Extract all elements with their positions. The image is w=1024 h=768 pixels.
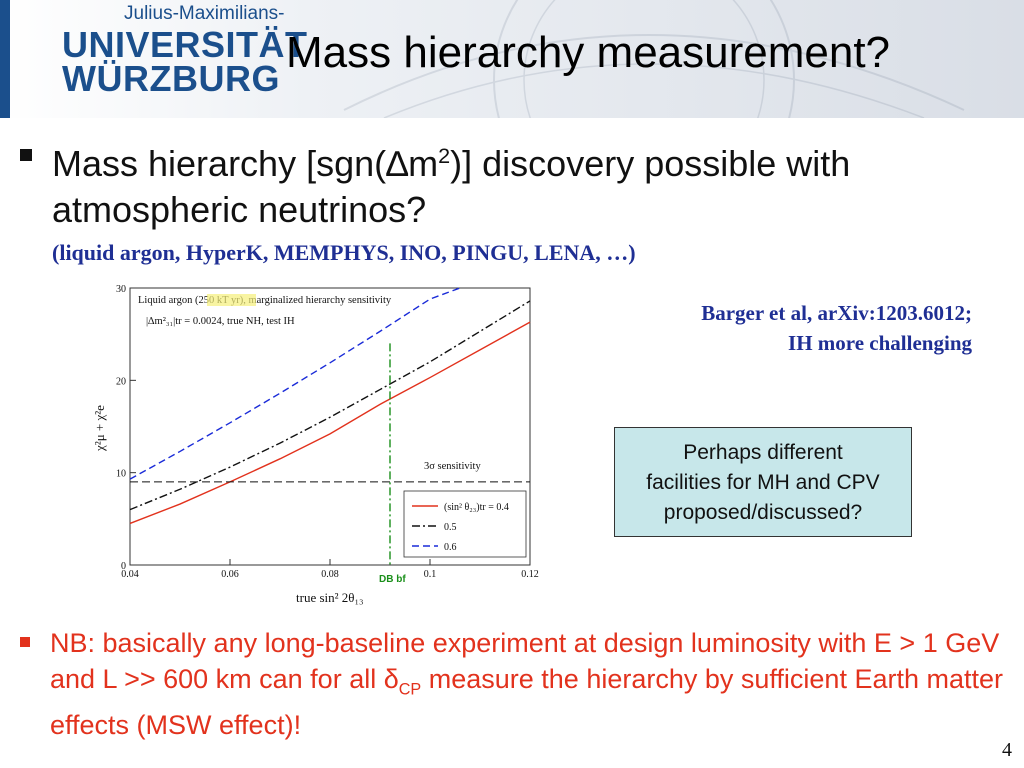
chart-overlays: DB bf	[130, 343, 530, 585]
series-line-1	[129, 300, 531, 511]
x-tick-label: 0.1	[424, 569, 437, 580]
callout-line3: proposed/discussed?	[663, 501, 863, 524]
logo-city: WÜRZBURG	[62, 58, 280, 99]
annotation-line1: Liquid argon (250 kT yr), marginalized h…	[138, 295, 392, 306]
series-line-0	[129, 321, 531, 525]
bullet-marker	[20, 149, 32, 161]
threshold-label: 3σ sensitivity	[424, 461, 481, 472]
y-tick-label: 30	[116, 284, 126, 295]
slide-title: Mass hierarchy measurement?	[286, 28, 891, 77]
sensitivity-chart: 0.04 0.06 0.08 0.1 0.12 0 10 20 30 DB bf Liquid …	[92, 284, 539, 605]
series-line-2	[129, 287, 461, 480]
delta-cp-symbol: δ	[383, 664, 399, 694]
bullet-text: Mass hierarchy [sgn(∆m2)] discovery poss…	[52, 143, 851, 230]
x-tick-label: 0.08	[321, 569, 339, 580]
y-tick-label: 10	[116, 469, 126, 480]
reference-line2: IH more challenging	[788, 331, 972, 355]
db-bf-label: DB bf	[379, 574, 406, 585]
callout-line1: Perhaps different	[683, 441, 843, 464]
x-tick-label: 0.06	[221, 569, 239, 580]
legend-label-1: 0.5	[444, 522, 457, 533]
y-tick-label: 0	[121, 561, 126, 572]
chart-legend: (sin² θ₂₃)tr = 0.4 0.5 0.6	[412, 502, 509, 553]
y-axis-label: χ²μ + χ²e	[92, 405, 107, 452]
y-tick-label: 20	[116, 376, 126, 387]
bullet-text: NB: basically any long-baseline experime…	[50, 628, 1003, 741]
callout-line2: facilities for MH and CPV	[646, 471, 880, 494]
x-tick-label: 0.12	[521, 569, 539, 580]
legend-box	[403, 490, 527, 558]
experiments-note: (liquid argon, HyperK, MEMPHYS, INO, PIN…	[52, 240, 636, 265]
reference-line1: Barger et al, arXiv:1203.6012;	[701, 301, 972, 325]
header-watermark	[343, 0, 965, 118]
logo-subtitle: Julius-Maximilians-	[124, 3, 285, 24]
slide-number: 4	[1002, 739, 1012, 761]
chart-curves	[129, 287, 531, 525]
bullet-marker	[20, 637, 30, 647]
reference-citation: Barger et al, arXiv:1203.6012; IH more c…	[701, 298, 972, 358]
annotation-line2: |∆m²₃₁|tr = 0.0024, true NH, test IH	[146, 316, 295, 327]
logo-university: UNIVERSITÄT	[62, 24, 308, 65]
slide-header: Julius-Maximilians- UNIVERSITÄT WÜRZBURG…	[0, 0, 1024, 118]
x-tick-label: 0.04	[121, 569, 139, 580]
legend-label-0: (sin² θ₂₃)tr = 0.4	[444, 502, 509, 513]
x-axis-label: true sin² 2θ₁₃	[296, 590, 364, 605]
axis-ticks: 0.04 0.06 0.08 0.1 0.12 0 10 20 30	[116, 284, 539, 580]
legend-label-2: 0.6	[444, 542, 457, 553]
delta-symbol: ∆	[386, 143, 409, 184]
annotation-highlight	[207, 294, 256, 306]
facilities-callout: Perhaps different facilities for MH and …	[614, 427, 912, 537]
logo-bar	[0, 0, 10, 118]
